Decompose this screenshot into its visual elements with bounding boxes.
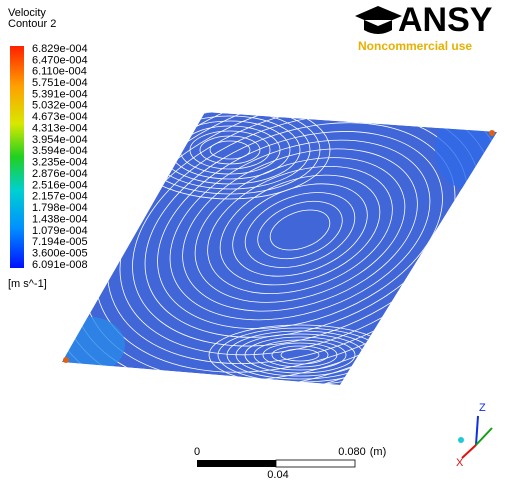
legend-label: 5.751e-004 [32,77,88,89]
legend-label: 2.876e-004 [32,168,88,180]
legend-label: 6.470e-004 [32,54,88,66]
legend-subtitle: Contour 2 [8,18,56,30]
legend-label: 3.600e-005 [32,248,88,260]
legend-label: 3.954e-004 [32,134,88,146]
y-axis [476,428,492,445]
legend-unit: [m s^-1] [8,278,47,290]
legend-label: 1.798e-004 [32,202,88,214]
legend-label: 7.194e-005 [32,236,88,248]
legend-label: 1.438e-004 [32,213,88,225]
scale-start: 0 [194,446,200,458]
legend-label: 3.594e-004 [32,145,88,157]
legend-label: 2.157e-004 [32,191,88,203]
legend-labels: 6.829e-0046.470e-0046.110e-0045.751e-004… [32,43,88,271]
color-bar [10,46,24,268]
legend-label: 5.032e-004 [32,100,88,112]
legend-label: 5.391e-004 [32,88,88,100]
triad-origin [458,437,464,443]
viewport: Velocity Contour 2 6.829e-0046.470e-0046… [0,0,505,483]
legend-label: 6.829e-004 [32,43,88,55]
logo-note: Noncommercial use [358,39,472,53]
legend-label: 3.235e-004 [32,157,88,169]
legend-label: 2.516e-004 [32,179,88,191]
scale-bar-light [276,460,355,467]
scale-unit: (m) [370,446,387,458]
inlet-marker [489,130,495,136]
legend-label: 4.673e-004 [32,111,88,123]
triad-x: X [456,457,464,469]
scale-end: 0.080 [338,446,366,458]
legend-label: 6.091e-008 [32,259,88,271]
outlet-marker [63,357,69,363]
logo-cap [355,6,402,34]
scale-mid: 0.04 [267,469,288,481]
logo-brand: ANSY [398,1,493,39]
legend-label: 4.313e-004 [32,122,88,134]
legend-label: 1.079e-004 [32,225,88,237]
z-axis [476,416,478,445]
legend-label: 6.110e-004 [32,66,87,78]
scale-bar-dark [197,460,276,467]
triad-z: Z [479,402,486,414]
x-axis [462,445,476,458]
corner-region [435,110,505,190]
corner-region [55,317,125,373]
